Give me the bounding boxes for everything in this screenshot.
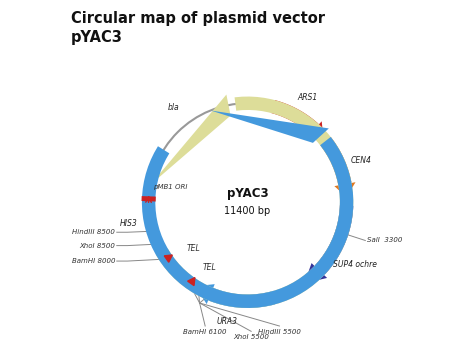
Text: bla: bla [167, 103, 179, 111]
Polygon shape [304, 263, 327, 283]
Polygon shape [307, 121, 323, 138]
Text: ARS1: ARS1 [298, 93, 318, 102]
Text: pMB1 ORI: pMB1 ORI [153, 184, 187, 190]
Text: CEN4: CEN4 [351, 157, 372, 165]
Text: pYAC3: pYAC3 [227, 187, 268, 200]
Text: Circular map of plasmid vector
pYAC3: Circular map of plasmid vector pYAC3 [71, 11, 325, 45]
Polygon shape [150, 94, 230, 185]
Text: XhoI 5500: XhoI 5500 [233, 334, 269, 340]
Polygon shape [320, 137, 351, 185]
Polygon shape [210, 110, 329, 143]
Text: HIS3: HIS3 [120, 219, 137, 228]
Polygon shape [156, 97, 353, 308]
Text: HindIII 8500: HindIII 8500 [72, 229, 115, 235]
Text: URA3: URA3 [216, 317, 237, 326]
Text: XhoI 8500: XhoI 8500 [79, 242, 115, 248]
Text: BamHI 6100: BamHI 6100 [183, 329, 227, 335]
Text: SalI  3300: SalI 3300 [367, 237, 402, 244]
Text: 11400 bp: 11400 bp [225, 206, 271, 216]
Bar [142, 196, 156, 202]
Polygon shape [315, 206, 353, 274]
Polygon shape [195, 284, 215, 304]
Polygon shape [209, 288, 275, 308]
Polygon shape [164, 255, 172, 262]
Polygon shape [334, 182, 356, 197]
Text: HindIII 5500: HindIII 5500 [258, 329, 301, 335]
Text: TEL: TEL [203, 263, 217, 272]
Polygon shape [272, 100, 319, 134]
Text: TEL: TEL [186, 244, 200, 253]
Polygon shape [188, 278, 195, 285]
Text: BamHI 8000: BamHI 8000 [72, 258, 115, 264]
Text: SUP4 ochre: SUP4 ochre [333, 260, 377, 269]
Polygon shape [142, 137, 353, 308]
